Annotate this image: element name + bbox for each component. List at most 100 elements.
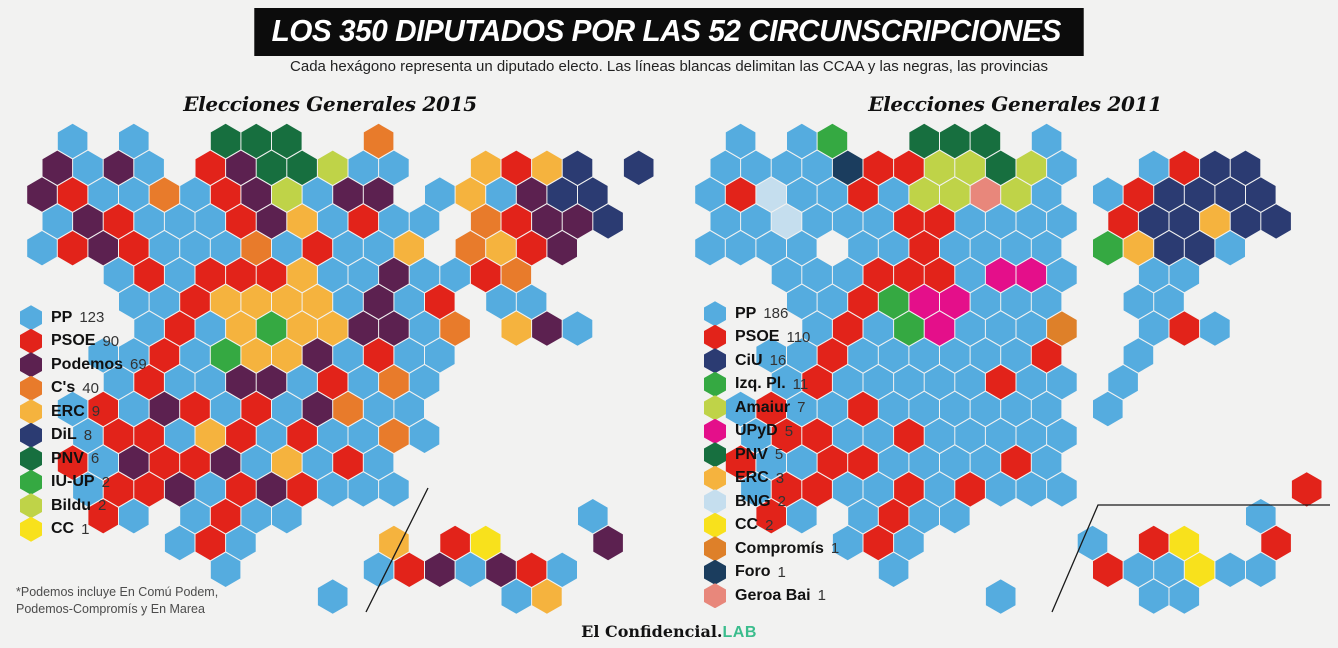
- hex-cell: [817, 391, 848, 427]
- legend-seat-count: 69: [130, 356, 147, 374]
- hex-cell: [394, 231, 424, 266]
- hex-cell: [547, 177, 577, 212]
- hex-cell: [195, 525, 226, 561]
- hex-cell: [1184, 552, 1215, 587]
- hex-cell: [894, 418, 924, 453]
- footnote-line1: *Podemos incluye En Comú Podem,: [16, 585, 219, 599]
- hex-cell: [440, 311, 470, 346]
- hex-cell: [333, 177, 363, 212]
- hex-cell: [348, 311, 379, 346]
- hex-cell: [970, 231, 1001, 266]
- hex-cell: [1001, 284, 1031, 319]
- hex-cell: [985, 365, 1016, 400]
- hex-cell: [425, 284, 455, 319]
- hex-cell: [832, 204, 863, 239]
- hex-cell: [894, 472, 924, 507]
- hex-cell: [379, 204, 409, 239]
- hex-cell: [1016, 365, 1047, 400]
- hex-cell: [695, 177, 725, 212]
- hex-cell: [195, 257, 226, 293]
- hex-cell: [1154, 284, 1184, 319]
- hex-cell: [1184, 177, 1215, 212]
- legend-swatch-hex-icon: [704, 348, 726, 374]
- hex-cell: [1169, 150, 1200, 185]
- hex-cell: [333, 445, 363, 480]
- hex-cell: [226, 204, 256, 239]
- legend-seat-count: 1: [830, 540, 840, 558]
- hex-cell: [1031, 123, 1062, 159]
- hex-cell: [894, 525, 924, 561]
- legend-party-label: PSOE: [735, 328, 780, 346]
- hex-cell: [562, 150, 593, 185]
- legend-swatch-hex-icon: [704, 583, 726, 609]
- hex-cell: [1001, 445, 1031, 480]
- hex-cell: [848, 177, 878, 212]
- hex-cell: [802, 418, 832, 453]
- legend-party-label: CiU: [735, 351, 763, 369]
- legend-item-podemos: Podemos 69: [20, 352, 147, 378]
- legend-swatch-hex-icon: [704, 512, 726, 538]
- hex-cell: [88, 231, 118, 266]
- legend-swatch-hex-icon: [704, 442, 726, 468]
- hex-cell: [924, 257, 955, 293]
- legend-party-label: PP: [735, 304, 757, 322]
- hex-cell: [103, 204, 134, 239]
- hex-cell: [42, 150, 73, 185]
- hex-cell: [501, 204, 532, 239]
- hex-cell: [1138, 311, 1169, 346]
- hex-cell: [210, 499, 241, 534]
- hex-cell: [848, 338, 878, 373]
- hex-cell: [272, 177, 302, 212]
- hex-cell: [103, 472, 134, 507]
- hex-cell: [1230, 204, 1261, 239]
- hex-cell: [924, 204, 955, 239]
- hex-cell: [164, 311, 195, 346]
- hex-cell: [302, 177, 333, 212]
- hex-cell: [878, 445, 909, 480]
- hex-cell: [970, 338, 1001, 373]
- hex-cell: [578, 499, 608, 534]
- legend-seat-count: 9: [91, 403, 101, 421]
- hex-cell: [409, 418, 440, 453]
- hex-cell: [725, 445, 756, 480]
- hex-cell: [379, 150, 409, 185]
- hex-cell: [195, 311, 226, 346]
- hex-cell: [1154, 177, 1184, 212]
- hex-cell: [725, 177, 756, 212]
- hex-cell: [1031, 445, 1062, 480]
- hex-cell: [272, 338, 302, 373]
- legend-party-label: Bildu: [51, 496, 91, 514]
- hex-cell: [164, 204, 195, 239]
- hex-cell: [756, 177, 786, 212]
- legend-party-label: PP: [51, 308, 73, 326]
- hex-map-2015: [27, 123, 654, 614]
- hex-cell: [1200, 204, 1230, 239]
- hex-cell: [27, 231, 57, 266]
- legend-swatch-hex-icon: [704, 536, 726, 562]
- hex-cell: [241, 338, 271, 373]
- hex-cell: [741, 472, 771, 507]
- legend-seat-count: 1: [81, 520, 90, 538]
- legend-party-label: Foro: [735, 563, 771, 581]
- hex-cell: [787, 445, 817, 480]
- hex-cell: [1047, 204, 1077, 239]
- hex-cell: [863, 472, 894, 507]
- legend-party-label: ERC: [51, 402, 85, 420]
- hex-cell: [88, 338, 118, 373]
- inset-line-2011: [1051, 504, 1330, 613]
- source-credit: El Confidencial.LAB: [0, 622, 1338, 642]
- legend-party-label: PNV: [735, 445, 768, 463]
- hex-cell: [940, 231, 970, 266]
- hex-cell: [119, 123, 149, 159]
- hex-cell: [955, 204, 985, 239]
- legend-item-amaiur: Amaiur 7: [704, 395, 839, 421]
- legend-item-cc: CC 2: [704, 512, 839, 538]
- legend-item-foro: Foro 1: [704, 559, 839, 585]
- hex-cell: [832, 525, 863, 561]
- hex-cell: [180, 284, 210, 319]
- hex-cell: [985, 472, 1016, 507]
- hex-cell: [756, 338, 786, 373]
- hex-cell: [725, 231, 756, 266]
- hex-cell: [302, 231, 333, 266]
- hex-cell: [756, 445, 786, 480]
